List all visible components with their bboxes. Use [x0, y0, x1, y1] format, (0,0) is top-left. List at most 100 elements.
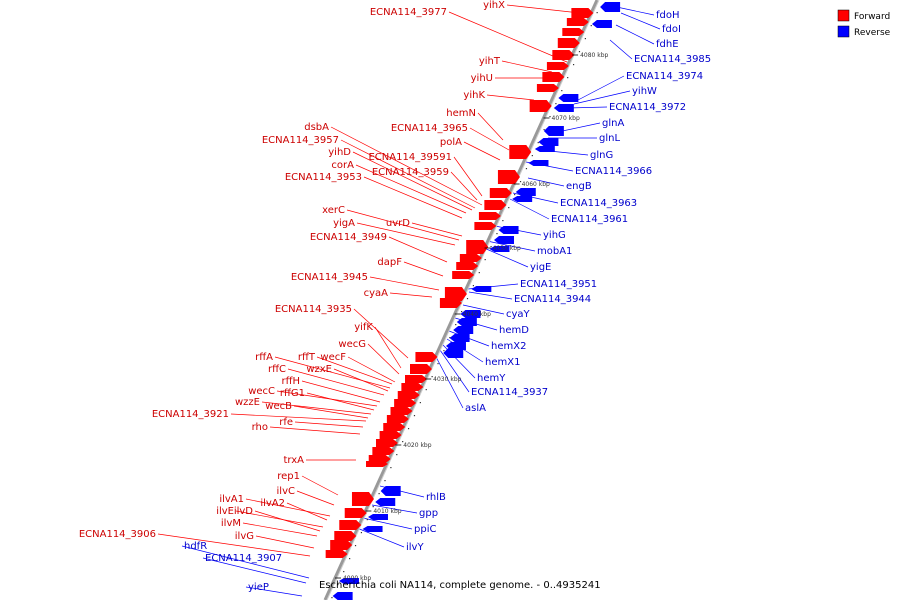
minor-tick — [360, 532, 363, 534]
scale-tick-label: 4030 kbp — [433, 376, 461, 383]
minor-tick — [390, 467, 392, 469]
minor-tick — [384, 480, 386, 482]
forward-gene-leader — [352, 151, 473, 211]
minor-tick — [502, 220, 504, 222]
forward-gene-leader — [453, 156, 483, 197]
forward-gene — [401, 383, 424, 391]
forward-gene-label: rho — [252, 422, 268, 433]
reverse-gene-leader — [486, 240, 536, 252]
minor-tick — [331, 597, 333, 599]
forward-gene-leader — [276, 390, 378, 407]
forward-gene-leader — [230, 413, 367, 422]
forward-gene-leader — [388, 236, 448, 263]
reverse-gene-leader — [527, 177, 565, 187]
forward-gene-label: cyaA — [364, 288, 389, 299]
scale-tick-label: 4040 kbp — [463, 311, 491, 318]
forward-gene-leader — [347, 356, 396, 383]
forward-gene — [497, 170, 520, 184]
forward-gene-leader — [286, 502, 328, 521]
reverse-gene — [443, 348, 464, 358]
minor-tick — [484, 259, 486, 261]
gene-labels: yihX ECNA114_3977 yihT yihU yihK hemN ECNA114_… — [79, 0, 711, 593]
reverse-gene-leader — [434, 354, 464, 409]
minor-tick — [472, 285, 474, 287]
forward-gene-leader — [296, 490, 335, 506]
forward-gene — [557, 38, 580, 48]
reverse-gene-label: yigE — [530, 262, 551, 273]
forward-gene-label: dsbA — [304, 122, 329, 133]
minor-tick — [555, 103, 557, 105]
gene-features — [325, 2, 621, 600]
forward-gene-label: ECNA114_3957 — [262, 135, 339, 146]
forward-gene-leader — [353, 308, 409, 359]
reverse-gene-leader — [567, 106, 608, 109]
reverse-gene-leader — [462, 304, 505, 315]
forward-gene-label: ilvA2 — [260, 498, 285, 509]
legend: Forward Reverse — [837, 9, 891, 38]
minor-tick — [437, 363, 439, 365]
forward-gene — [397, 391, 420, 399]
forward-gene-label: rfe — [279, 417, 293, 428]
reverse-gene-label: gpp — [419, 508, 438, 519]
forward-gene-leader — [269, 426, 361, 435]
minor-tick — [372, 506, 374, 508]
scale-tick-label: 4050 kbp — [493, 245, 521, 252]
forward-gene — [459, 254, 482, 262]
minor-tick — [508, 207, 510, 209]
forward-gene — [509, 145, 532, 159]
forward-gene — [439, 298, 462, 308]
scale-tick-label: 4060 kbp — [522, 181, 550, 188]
reverse-gene-label: glnA — [602, 118, 624, 129]
forward-gene-leader — [301, 380, 381, 403]
reverse-gene-leader — [509, 198, 550, 220]
forward-gene-leader — [157, 533, 311, 557]
reverse-gene-label: ECNA114_3944 — [514, 294, 591, 305]
forward-gene-leader — [301, 475, 339, 496]
forward-gene — [330, 540, 353, 550]
reverse-gene-label: hdfR — [184, 541, 207, 552]
forward-gene-label: wecC — [248, 386, 275, 397]
reverse-gene-label: mobA1 — [537, 246, 572, 257]
forward-gene-leader — [367, 343, 400, 375]
reverse-gene — [362, 526, 383, 532]
reverse-gene-label: fdhE — [656, 39, 679, 50]
forward-gene-label: wecF — [320, 352, 346, 363]
minor-tick — [514, 194, 516, 196]
forward-gene-label: rffG1 — [280, 388, 305, 399]
forward-gene-label: rffA — [255, 352, 273, 363]
minor-tick — [478, 272, 480, 274]
forward-gene-label: ECNA114_3935 — [275, 304, 352, 315]
forward-gene — [484, 200, 507, 210]
forward-gene-label: ECNA114_3959 — [372, 167, 449, 178]
reverse-gene — [380, 486, 401, 496]
forward-gene — [394, 399, 417, 407]
forward-gene-leader — [450, 171, 478, 201]
legend-forward-label: Forward — [854, 12, 890, 22]
forward-gene-leader — [294, 421, 364, 428]
minor-tick — [366, 519, 368, 521]
forward-gene-label: uvrD — [386, 218, 410, 229]
forward-gene-label: ilvD — [234, 506, 253, 517]
forward-gene-leader — [403, 261, 444, 277]
reverse-gene — [515, 188, 536, 196]
forward-gene-leader — [463, 141, 501, 161]
minor-tick — [567, 77, 569, 79]
forward-gene-label: ilvG — [235, 531, 254, 542]
reverse-gene-label: rhlB — [426, 492, 446, 503]
minor-tick — [419, 402, 421, 404]
forward-gene-label: corA — [331, 160, 354, 171]
leader-lines — [157, 4, 661, 597]
forward-gene-label: ECNA114_39591 — [368, 152, 452, 163]
forward-gene-label: rep1 — [277, 471, 300, 482]
forward-gene — [529, 100, 552, 112]
forward-gene-leader — [356, 222, 456, 246]
reverse-gene — [534, 146, 555, 152]
minor-tick — [396, 454, 398, 456]
forward-gene — [474, 222, 497, 230]
forward-gene-label: ECNA114_3977 — [370, 7, 447, 18]
reverse-gene — [494, 236, 515, 244]
minor-tick — [519, 181, 522, 183]
forward-gene-label: wecB — [265, 401, 292, 412]
forward-gene-leader — [501, 60, 553, 73]
forward-gene — [405, 375, 427, 383]
